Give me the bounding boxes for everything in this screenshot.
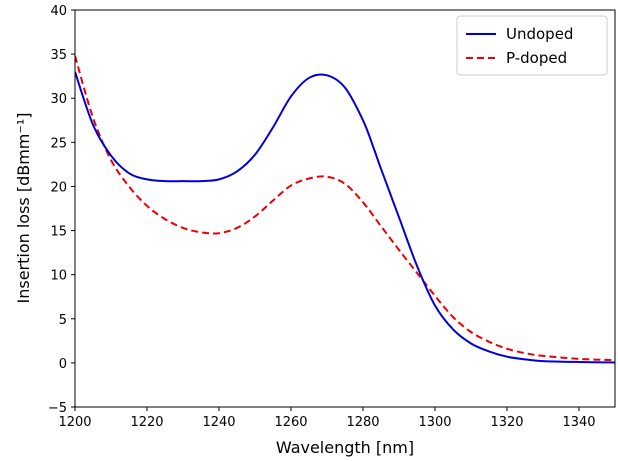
y-tick-label: 40 bbox=[50, 4, 67, 19]
plot-area bbox=[75, 10, 615, 407]
x-tick-label: 1200 bbox=[58, 415, 91, 430]
series-layer bbox=[75, 55, 615, 364]
y-tick-label: 5 bbox=[59, 313, 67, 328]
legend-label-p-doped: P-doped bbox=[506, 49, 567, 67]
series-line-p-doped bbox=[75, 55, 615, 362]
x-tick-label: 1260 bbox=[274, 415, 307, 430]
x-axis-ticks: 1200 1220 1240 1260 1280 1300 1320 1340 bbox=[58, 407, 596, 430]
y-tick-label: 30 bbox=[50, 92, 67, 107]
x-tick-label: 1220 bbox=[130, 415, 163, 430]
y-tick-label: 20 bbox=[50, 180, 67, 195]
x-tick-label: 1240 bbox=[202, 415, 235, 430]
y-tick-label: 15 bbox=[50, 225, 67, 240]
y-tick-label: −5 bbox=[48, 401, 67, 416]
x-axis-label: Wavelength [nm] bbox=[276, 438, 414, 457]
y-axis-label: Insertion loss [dBmm⁻¹] bbox=[14, 113, 33, 304]
y-axis-ticks: −5 0 5 10 15 20 25 30 35 40 bbox=[48, 4, 75, 416]
x-tick-label: 1340 bbox=[562, 415, 595, 430]
plot-frame bbox=[74, 9, 616, 408]
y-tick-label: 0 bbox=[59, 357, 67, 372]
x-tick-label: 1300 bbox=[418, 415, 451, 430]
x-tick-label: 1320 bbox=[490, 415, 523, 430]
series-line-undoped bbox=[75, 71, 615, 364]
legend: Undoped P-doped bbox=[456, 15, 608, 76]
legend-label-undoped: Undoped bbox=[506, 25, 573, 43]
x-tick-label: 1280 bbox=[346, 415, 379, 430]
legend-box bbox=[456, 15, 608, 76]
y-tick-label: 25 bbox=[50, 136, 67, 151]
y-tick-label: 10 bbox=[50, 269, 67, 284]
y-tick-label: 35 bbox=[50, 48, 67, 63]
